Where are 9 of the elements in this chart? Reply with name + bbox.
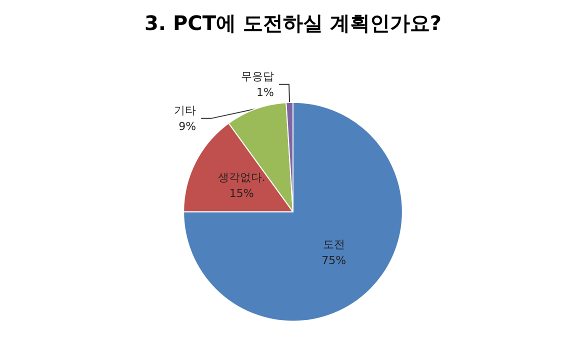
- data-label: 15%: [229, 187, 254, 200]
- slice-label: 무응답: [240, 70, 274, 83]
- data-label: 1%: [256, 86, 274, 99]
- chart-title: 3. PCT에 도전하실 계획인가요?: [144, 11, 442, 35]
- slice-label: 생각없다.: [218, 171, 266, 184]
- slice-label: 도전: [322, 238, 345, 252]
- data-label: 75%: [322, 254, 346, 268]
- data-label: 9%: [178, 120, 196, 133]
- slice-label: 기타: [174, 104, 196, 117]
